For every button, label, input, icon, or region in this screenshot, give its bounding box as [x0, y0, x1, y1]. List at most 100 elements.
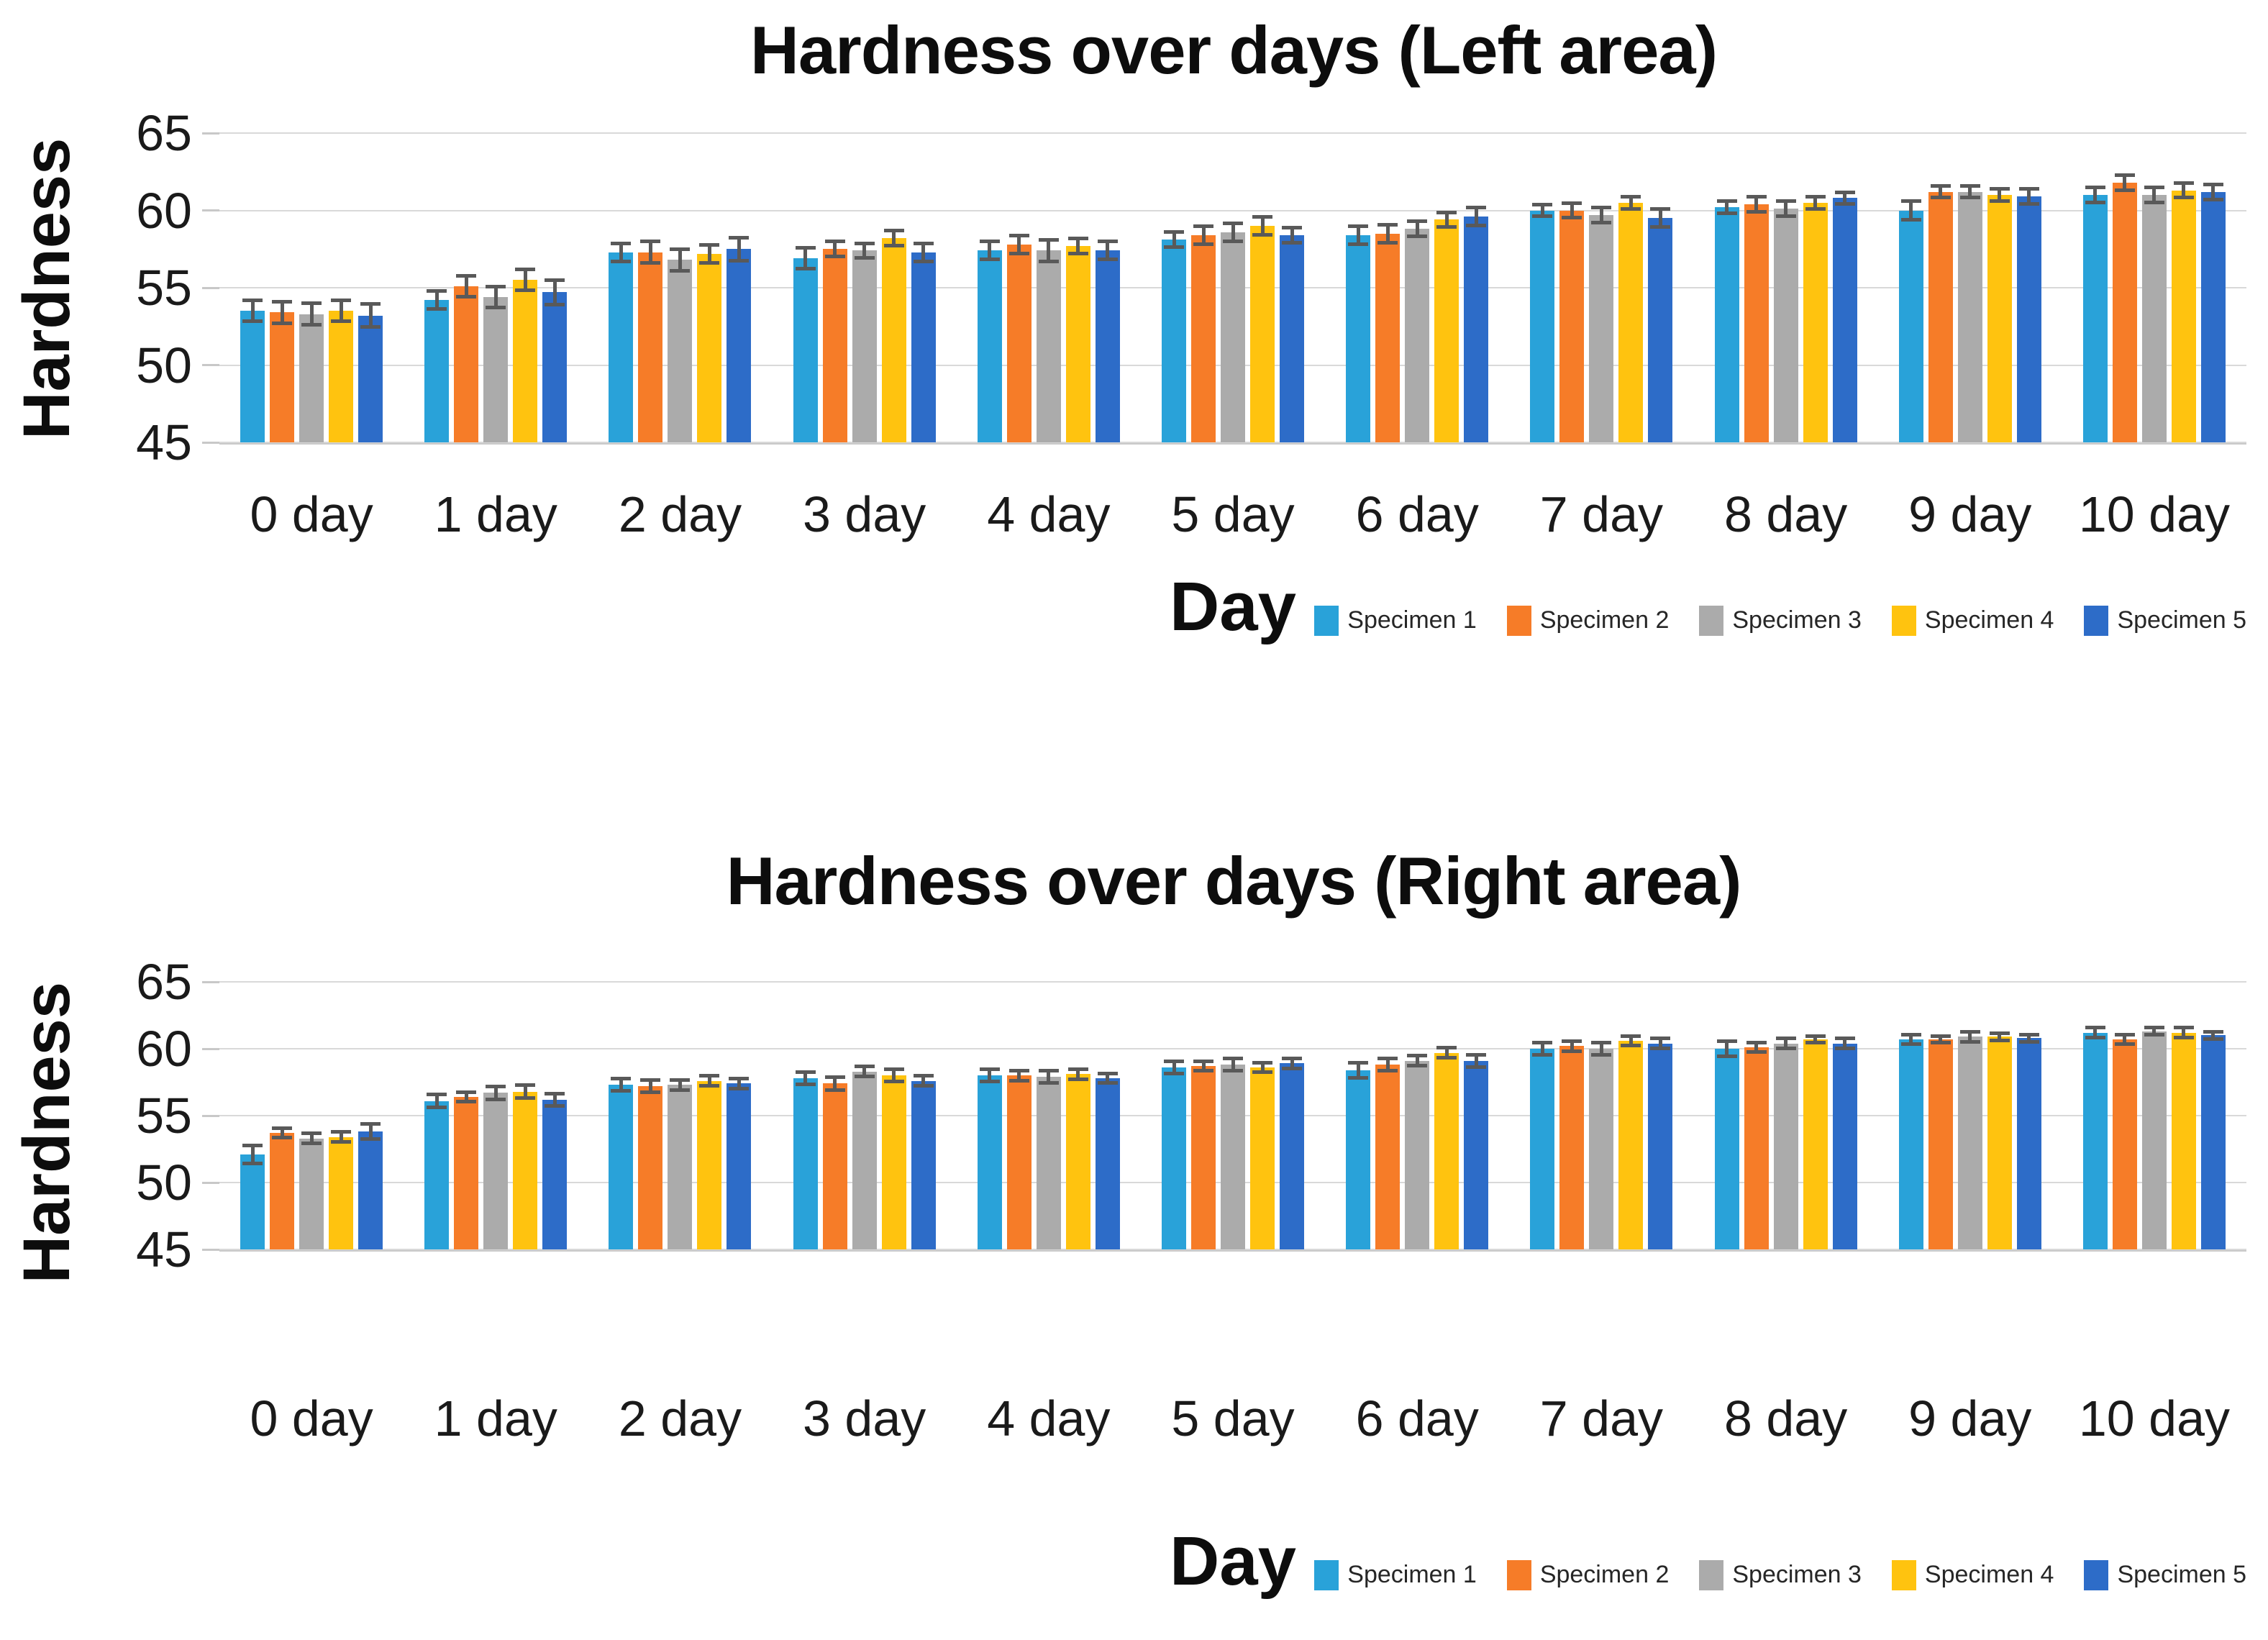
legend-swatch: [1891, 1559, 1916, 1590]
legend: Specimen 1 Specimen 2 Specimen 3 Specimen 4…: [1314, 605, 2246, 636]
bar: [1589, 214, 1614, 442]
error-bar: [670, 247, 691, 273]
y-axis-tick-mark: [202, 364, 219, 366]
bar-slot: [881, 133, 906, 442]
bar: [881, 238, 906, 442]
bar: [454, 1096, 479, 1249]
error-bar-line: [862, 241, 867, 260]
bar: [1559, 1046, 1585, 1249]
error-bar-line: [1570, 201, 1574, 220]
error-bar-line: [2211, 182, 2215, 201]
bar: [2112, 1039, 2137, 1249]
error-bar: [1164, 1059, 1185, 1076]
bar: [358, 315, 383, 442]
error-bar: [1223, 221, 1244, 243]
legend-swatch: [1506, 1559, 1531, 1590]
bar-slot: [911, 133, 936, 442]
bar: [1280, 234, 1305, 442]
bar-slot: [1803, 133, 1828, 442]
chart-left-area: Hardness over days (Left area) Hardness …: [0, 0, 2268, 662]
error-bar-line: [988, 240, 992, 262]
bar-group: [219, 982, 404, 1249]
bar-slot: [1280, 133, 1305, 442]
y-axis-tick-labels: 65 60 55 50 45: [94, 957, 219, 1275]
error-bar-line: [1909, 1032, 1913, 1047]
error-bar-line: [1260, 214, 1265, 237]
bar-group: [1325, 982, 1509, 1249]
bar: [299, 314, 324, 442]
legend-label: Specimen 1: [1347, 1561, 1477, 1588]
error-bar: [2144, 1026, 2164, 1037]
plot-area: [202, 132, 2246, 445]
error-bar: [301, 301, 322, 327]
x-category-label: 4 day: [987, 1390, 1111, 1447]
bar: [793, 1078, 818, 1249]
bar: [1346, 234, 1371, 442]
x-category-label: 2 day: [618, 486, 742, 542]
x-category-label: 6 day: [1355, 1390, 1479, 1447]
error-bar: [486, 284, 506, 310]
legend-item: Specimen 3: [1699, 1559, 1862, 1590]
bar: [1162, 1067, 1187, 1249]
error-bar: [1436, 1046, 1457, 1060]
y-tick-label: 50: [136, 337, 192, 393]
error-bar-line: [2093, 186, 2098, 204]
bar: [727, 1083, 752, 1249]
error-bar-line: [250, 299, 255, 324]
x-category-label: 0 day: [250, 1390, 373, 1447]
error-bar: [1591, 1040, 1612, 1057]
error-bar: [883, 1067, 904, 1084]
error-bar: [1466, 206, 1487, 228]
bar-group: [1325, 133, 1509, 442]
bar: [542, 1099, 568, 1249]
bar: [1191, 1066, 1216, 1249]
x-axis-category-labels: 0 day 1 day 2 day 3 day 4 day 5 day 6 day 7 day…: [219, 1386, 2246, 1451]
error-bar: [2018, 187, 2039, 206]
bar-slot: [1898, 133, 1923, 442]
legend-label: Specimen 3: [1732, 1561, 1862, 1588]
error-bar-line: [1444, 1046, 1449, 1060]
error-bar-line: [2211, 1029, 2215, 1041]
bar: [1530, 1049, 1555, 1249]
x-category-label: 1 day: [434, 486, 557, 542]
error-bar-line: [1260, 1060, 1265, 1075]
error-bar-line: [2182, 181, 2186, 200]
bar-slot: [1530, 133, 1555, 442]
plot-area: [202, 980, 2246, 1252]
bar: [1530, 210, 1555, 442]
bar-slot: [1714, 133, 1739, 442]
bar: [1803, 1039, 1828, 1249]
bar-slot: [1036, 982, 1061, 1249]
error-bar-line: [803, 1070, 808, 1087]
error-bar-line: [921, 1074, 926, 1088]
bar: [911, 1080, 936, 1249]
x-category-label: 9 day: [1908, 1390, 2032, 1447]
bar: [1405, 229, 1430, 442]
bar: [668, 260, 693, 442]
bar-slot: [697, 982, 722, 1249]
axis-title-and-legend-row: Day Specimen 1 Specimen 2 Specimen 3 Specim…: [219, 1523, 2246, 1616]
bar: [1250, 1067, 1275, 1249]
y-axis-tick-mark: [202, 209, 219, 211]
bar-slot: [1898, 982, 1923, 1249]
bar-slot: [1773, 982, 1798, 1249]
bar: [454, 286, 479, 442]
legend-label: Specimen 4: [1924, 1561, 2054, 1588]
error-bar: [515, 268, 536, 293]
error-bar-line: [1599, 1040, 1603, 1057]
bar-slot: [1464, 982, 1489, 1249]
error-bar: [515, 1083, 536, 1101]
bar-slot: [2171, 133, 2196, 442]
x-category-label: 8 day: [1723, 1390, 1848, 1447]
error-bar-line: [523, 1083, 527, 1100]
error-bar: [301, 1131, 322, 1145]
bar: [822, 1083, 847, 1249]
legend-item: Specimen 5: [2084, 1559, 2246, 1590]
bar: [1065, 1074, 1090, 1249]
bar-slot: [1006, 982, 1031, 1249]
error-bar: [699, 242, 720, 265]
error-bar: [640, 240, 661, 265]
bar: [911, 252, 936, 442]
bar: [2200, 1035, 2226, 1249]
error-bar-line: [1290, 1057, 1294, 1070]
